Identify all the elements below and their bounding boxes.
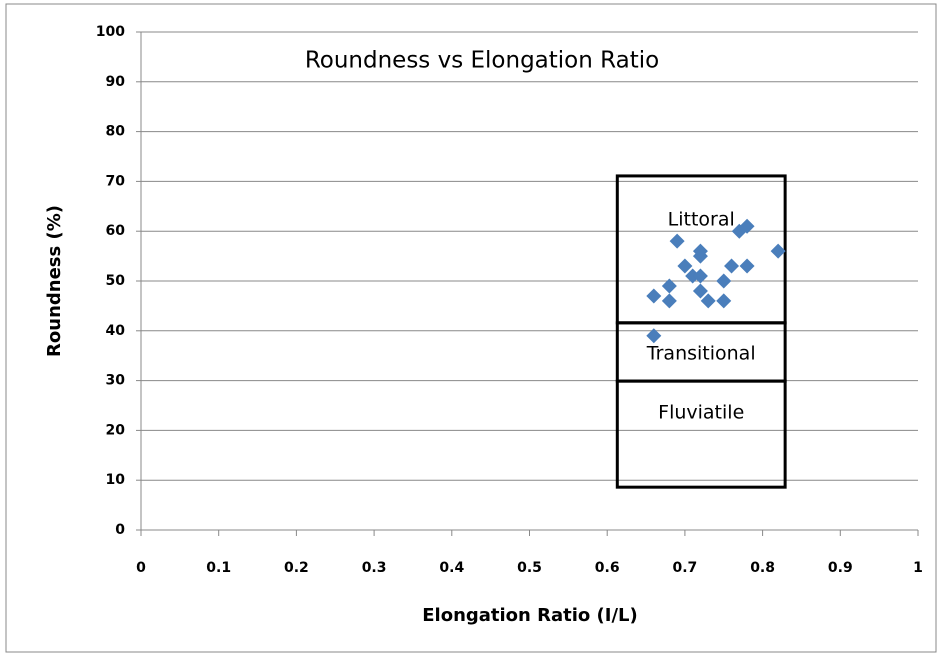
x-axis-label: Elongation Ratio (I/L): [422, 605, 638, 626]
scatter-point: [700, 293, 716, 309]
chart-title: Roundness vs Elongation Ratio: [305, 48, 659, 74]
y-tick-label: 70: [106, 173, 126, 189]
scatter-point: [716, 273, 732, 289]
scatter-point: [661, 278, 677, 294]
x-tick-label: 0.2: [284, 560, 309, 576]
y-axis-label: Roundness (%): [44, 205, 65, 357]
region-label: Fluviatile: [658, 402, 744, 424]
x-tick-label: 0: [136, 560, 146, 576]
y-tick-label: 40: [106, 323, 126, 339]
x-tick-label: 0.1: [206, 560, 231, 576]
region-label: Littoral: [668, 208, 735, 230]
y-tick-label: 10: [106, 472, 126, 488]
y-tick-label: 30: [106, 373, 126, 389]
scatter-point: [669, 233, 685, 249]
scatter-point: [685, 268, 701, 284]
y-tick-label: 100: [96, 24, 125, 40]
x-tick-label: 0.5: [517, 560, 542, 576]
y-tick-label: 50: [106, 273, 126, 289]
scatter-point: [661, 293, 677, 309]
chart-border: [5, 3, 937, 653]
y-tick-label: 60: [106, 223, 126, 239]
x-tick-label: 0.4: [439, 560, 464, 576]
scatter-point: [646, 288, 662, 304]
scatter-point: [716, 293, 732, 309]
y-tick-label: 20: [106, 422, 126, 438]
y-tick-label: 80: [106, 124, 126, 140]
region-label: Transitional: [646, 342, 756, 364]
scatter-point: [724, 258, 740, 274]
x-tick-label: 0.7: [672, 560, 697, 576]
region-box: [615, 379, 787, 489]
scatter-point: [677, 258, 693, 274]
scatter-point: [646, 328, 662, 344]
x-tick-label: 0.6: [595, 560, 620, 576]
x-tick-label: 0.9: [828, 560, 853, 576]
scatter-point: [770, 243, 786, 259]
y-tick-label: 0: [115, 522, 125, 538]
scatter-point: [692, 243, 708, 259]
x-tick-label: 1: [913, 560, 923, 576]
x-tick-label: 0.3: [362, 560, 387, 576]
scatter-point: [739, 258, 755, 274]
scatter-point: [739, 218, 755, 234]
scatter-point: [692, 268, 708, 284]
x-tick-label: 0.8: [750, 560, 775, 576]
y-tick-label: 90: [106, 74, 126, 90]
scatter-point: [692, 283, 708, 299]
